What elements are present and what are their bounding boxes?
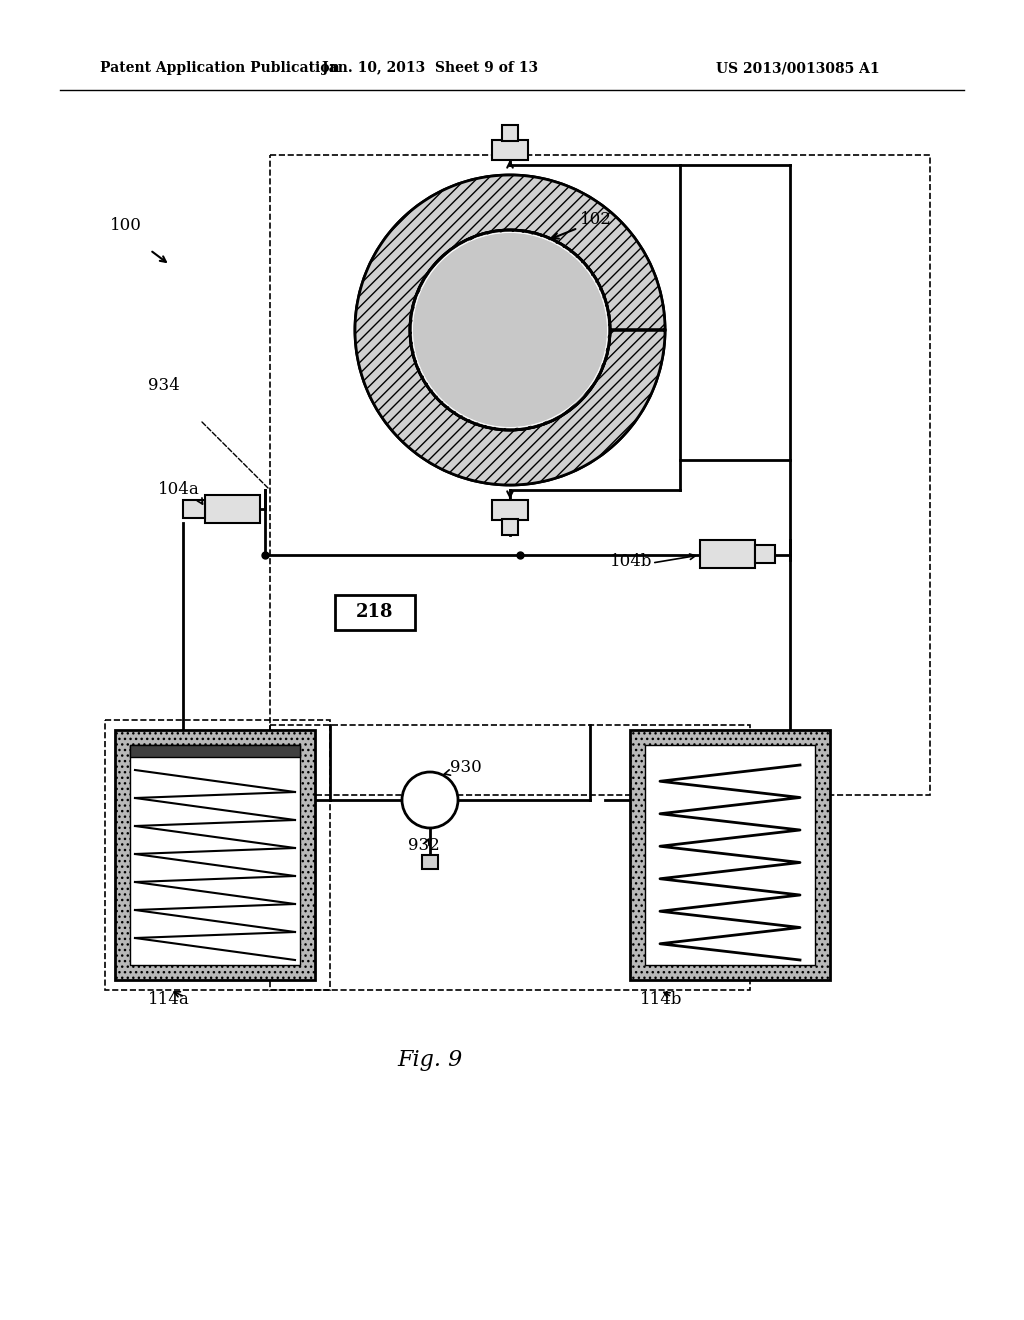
Text: Fig. 9: Fig. 9	[397, 1049, 463, 1071]
Text: 218: 218	[356, 603, 394, 620]
Bar	[422, 855, 438, 869]
Text: 104b: 104b	[610, 553, 652, 570]
Bar	[115, 730, 315, 979]
Text: US 2013/0013085 A1: US 2013/0013085 A1	[717, 61, 880, 75]
Text: 114a: 114a	[148, 991, 189, 1008]
Bar	[492, 500, 528, 520]
Circle shape	[402, 772, 458, 828]
Text: Jan. 10, 2013  Sheet 9 of 13: Jan. 10, 2013 Sheet 9 of 13	[322, 61, 538, 75]
Text: 102: 102	[580, 211, 612, 228]
Bar	[130, 744, 300, 756]
Bar	[502, 125, 518, 141]
Bar	[700, 540, 755, 568]
Polygon shape	[355, 176, 665, 484]
Bar	[335, 595, 415, 630]
Bar	[105, 719, 330, 990]
Bar	[502, 519, 518, 535]
Text: 930: 930	[450, 759, 481, 776]
Text: 934: 934	[148, 376, 180, 393]
Bar	[630, 730, 830, 979]
Bar	[205, 495, 260, 523]
Text: 932: 932	[408, 837, 439, 854]
Bar	[270, 154, 930, 795]
Circle shape	[413, 234, 607, 426]
Bar	[130, 744, 300, 965]
Text: 114b: 114b	[640, 991, 683, 1008]
Text: 104a: 104a	[158, 482, 200, 499]
Bar	[270, 725, 750, 990]
Bar	[183, 500, 205, 517]
Bar	[492, 140, 528, 160]
Circle shape	[355, 176, 665, 484]
Circle shape	[412, 232, 608, 428]
Text: 100: 100	[110, 216, 142, 234]
Circle shape	[410, 230, 610, 430]
Bar	[755, 545, 775, 564]
Text: Patent Application Publication: Patent Application Publication	[100, 61, 340, 75]
Bar	[645, 744, 815, 965]
